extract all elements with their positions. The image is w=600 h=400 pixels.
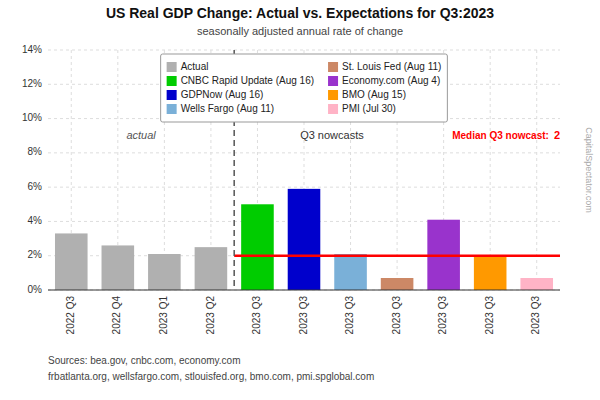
y-tick-label: 0% bbox=[28, 284, 43, 295]
legend-swatch bbox=[167, 62, 177, 72]
subtitle: seasonally adjusted annual rate of chang… bbox=[197, 25, 403, 37]
bar bbox=[381, 278, 414, 290]
bar bbox=[334, 254, 367, 290]
median-line bbox=[234, 254, 560, 257]
legend-swatch bbox=[167, 76, 177, 86]
bar bbox=[148, 254, 181, 290]
y-tick-label: 2% bbox=[28, 249, 43, 260]
legend-label: Wells Fargo (Aug 11) bbox=[181, 103, 275, 114]
legend-label: CNBC Rapid Update (Aug 16) bbox=[181, 75, 314, 86]
grid-line bbox=[536, 50, 537, 290]
background bbox=[0, 0, 600, 400]
legend-label: Actual bbox=[181, 61, 209, 72]
legend-swatch bbox=[328, 104, 338, 114]
x-tick-label: 2023 Q2 bbox=[205, 296, 216, 335]
legend-box bbox=[161, 54, 448, 122]
x-tick-label: 2023 Q3 bbox=[251, 296, 262, 335]
bar bbox=[520, 278, 553, 290]
x-tick-label: 2023 Q3 bbox=[484, 296, 495, 335]
x-tick-label: 2023 Q3 bbox=[298, 296, 309, 335]
bar bbox=[241, 204, 274, 290]
legend-label: BMO (Aug 15) bbox=[342, 89, 406, 100]
annotation: Q3 nowcasts bbox=[300, 129, 364, 141]
legend-label: St. Louis Fed (Aug 11) bbox=[342, 61, 441, 72]
median-value-label: 2 bbox=[554, 129, 560, 141]
legend: Actual CNBC Rapid Update (Aug 16) GDPNow (… bbox=[161, 54, 448, 122]
chart: US Real GDP Change: Actual vs. Expectati… bbox=[0, 0, 600, 400]
grid-line bbox=[490, 50, 491, 290]
x-axis bbox=[48, 290, 560, 291]
legend-label: GDPNow (Aug 16) bbox=[181, 89, 264, 100]
x-tick-label: 2022 Q3 bbox=[65, 296, 76, 335]
legend-swatch bbox=[328, 76, 338, 86]
source: Sources: bea.gov, cnbc.com, economy.com bbox=[48, 355, 241, 366]
bar bbox=[102, 245, 135, 290]
x-tick-label: 2023 Q3 bbox=[437, 296, 448, 335]
source: frbatlanta.org, wellsfargo.com, stlouisf… bbox=[48, 371, 374, 382]
y-tick-label: 10% bbox=[22, 112, 42, 123]
x-tick-label: 2023 Q3 bbox=[344, 296, 355, 335]
x-tick-label: 2023 Q1 bbox=[158, 296, 169, 335]
y-tick-label: 14% bbox=[22, 44, 42, 55]
median-label: Median Q3 nowcast: bbox=[452, 130, 549, 141]
y-tick-label: 8% bbox=[28, 146, 43, 157]
grid-line bbox=[48, 187, 560, 188]
y-tick-label: 6% bbox=[28, 181, 43, 192]
x-tick-label: 2023 Q3 bbox=[391, 296, 402, 335]
bar bbox=[474, 256, 507, 290]
annotation: actual bbox=[126, 129, 156, 141]
x-tick-label: 2023 Q3 bbox=[530, 296, 541, 335]
x-tick-label: 2022 Q4 bbox=[111, 296, 122, 335]
y-tick-label: 12% bbox=[22, 78, 42, 89]
bar bbox=[195, 247, 228, 290]
legend-label: PMI (Jul 30) bbox=[342, 103, 396, 114]
legend-swatch bbox=[167, 90, 177, 100]
legend-swatch bbox=[328, 62, 338, 72]
bar bbox=[288, 189, 321, 290]
bar bbox=[55, 233, 88, 290]
legend-swatch bbox=[328, 90, 338, 100]
legend-swatch bbox=[167, 104, 177, 114]
legend-label: Economy.com (Aug 4) bbox=[342, 75, 440, 86]
grid-line bbox=[48, 290, 560, 291]
grid bbox=[48, 50, 560, 290]
title: US Real GDP Change: Actual vs. Expectati… bbox=[106, 5, 494, 21]
watermark: CapitalSpectator.com bbox=[584, 127, 594, 213]
y-tick-label: 4% bbox=[28, 215, 43, 226]
marks bbox=[55, 189, 560, 290]
